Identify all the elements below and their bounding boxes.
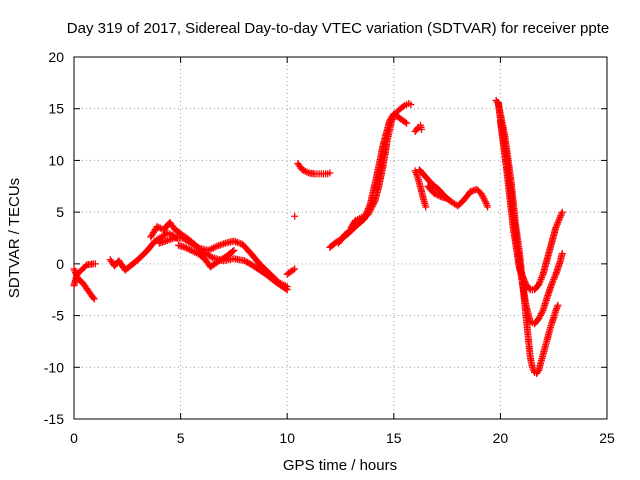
x-tick-label: 25 bbox=[599, 430, 615, 446]
series-12 bbox=[411, 121, 426, 135]
data-point bbox=[326, 169, 334, 177]
data-point bbox=[229, 247, 237, 255]
data-point bbox=[435, 192, 443, 200]
data-point bbox=[558, 208, 566, 216]
y-tick-label: -5 bbox=[52, 308, 65, 324]
x-tick-label: 20 bbox=[493, 430, 509, 446]
series-10 bbox=[334, 110, 411, 247]
data-point bbox=[413, 125, 421, 133]
data-point bbox=[553, 305, 561, 313]
series-15 bbox=[424, 182, 451, 203]
data-point bbox=[186, 246, 194, 254]
data-point bbox=[443, 195, 451, 203]
y-tick-label: 5 bbox=[56, 204, 64, 220]
chart-title: Day 319 of 2017, Sidereal Day-to-day VTE… bbox=[67, 20, 609, 37]
y-tick-label: -15 bbox=[44, 411, 64, 427]
y-tick-label: 15 bbox=[48, 101, 64, 117]
data-point bbox=[184, 245, 192, 253]
data-point bbox=[298, 166, 306, 174]
y-tick-label: 20 bbox=[48, 49, 64, 65]
series-9 bbox=[326, 100, 415, 251]
data-point bbox=[481, 196, 489, 204]
data-point bbox=[207, 253, 215, 261]
series-3 bbox=[147, 218, 291, 294]
y-tick-label: -10 bbox=[44, 359, 64, 375]
data-point bbox=[301, 167, 309, 175]
data-point bbox=[525, 284, 533, 292]
series-7 bbox=[291, 212, 299, 220]
data-point bbox=[418, 125, 426, 133]
data-point bbox=[534, 368, 542, 376]
series-1 bbox=[70, 260, 99, 290]
data-point bbox=[430, 190, 438, 198]
axis-ticks: 0 5 10 15 20 25 -15 -10 -5 0 5 10 15 20 bbox=[44, 49, 615, 446]
data-point bbox=[182, 244, 190, 252]
series-11 bbox=[347, 212, 368, 232]
data-point bbox=[194, 243, 202, 251]
data-point bbox=[291, 212, 299, 220]
data-points bbox=[70, 96, 566, 377]
series-8 bbox=[294, 160, 334, 178]
data-point bbox=[181, 243, 189, 251]
series-18 bbox=[496, 117, 566, 294]
data-point bbox=[558, 250, 566, 258]
data-point bbox=[538, 308, 546, 316]
data-point bbox=[401, 118, 409, 126]
x-tick-label: 10 bbox=[279, 430, 295, 446]
data-point bbox=[91, 260, 99, 268]
plot-frame bbox=[73, 56, 608, 420]
series-4 bbox=[155, 234, 291, 291]
data-point bbox=[90, 295, 98, 303]
x-tick-label: 5 bbox=[177, 430, 185, 446]
series-5 bbox=[174, 241, 238, 271]
data-point bbox=[303, 168, 311, 176]
series-2 bbox=[106, 229, 180, 274]
data-point bbox=[399, 103, 407, 111]
data-point bbox=[283, 283, 291, 291]
data-point bbox=[434, 191, 442, 199]
data-point bbox=[230, 246, 238, 254]
data-point bbox=[422, 203, 430, 211]
series-6 bbox=[283, 265, 299, 278]
data-point bbox=[89, 294, 97, 302]
series-13 bbox=[411, 167, 430, 211]
x-tick-label: 0 bbox=[70, 430, 78, 446]
data-point bbox=[360, 212, 368, 220]
y-tick-label: 0 bbox=[56, 256, 64, 272]
data-point bbox=[403, 119, 411, 127]
data-point bbox=[300, 167, 308, 175]
x-tick-label: 15 bbox=[386, 430, 402, 446]
data-point bbox=[291, 265, 299, 273]
data-point bbox=[484, 203, 492, 211]
data-point bbox=[289, 266, 297, 274]
y-axis-title: SDTVAR / TECUs bbox=[6, 178, 23, 298]
data-point bbox=[407, 101, 415, 109]
x-axis-title: GPS time / hours bbox=[283, 457, 397, 474]
y-tick-label: 10 bbox=[48, 152, 64, 168]
data-point bbox=[153, 223, 161, 231]
data-point bbox=[432, 190, 440, 198]
data-point bbox=[155, 223, 163, 231]
data-point bbox=[554, 301, 562, 309]
